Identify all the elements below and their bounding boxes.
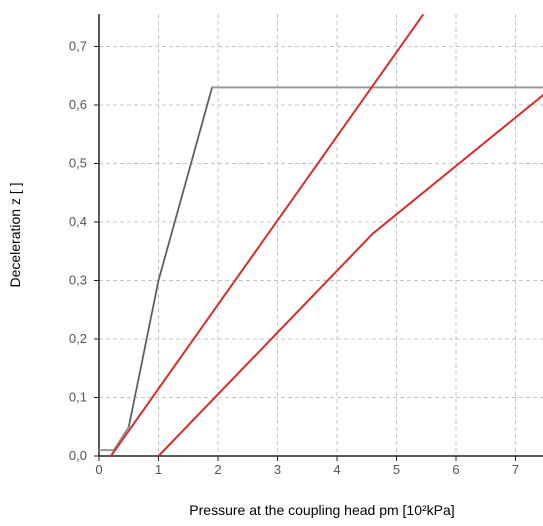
y-tick-label: 0,2 [69,331,87,346]
y-tick-label: 0,4 [69,214,87,229]
axis-ticks: 0 1 2 3 4 5 6 7 0,0 0,1 0,2 0,3 0,4 0,5 0,6 0,7 [69,39,519,478]
series-line-3 [110,13,425,457]
y-tick-label: 0,6 [69,97,87,112]
y-tick-label: 0,7 [69,39,87,54]
x-tick-label: 2 [214,462,221,477]
axes [98,14,543,457]
x-axis-label: Pressure at the coupling head pm [10²kPa… [189,502,454,518]
grid-lines [99,14,543,456]
x-tick-label: 4 [333,462,340,477]
x-tick-label: 3 [274,462,281,477]
x-tick-label: 0 [95,462,102,477]
y-axis-label: Deceleration z [ ] [7,182,23,287]
y-tick-label: 0,5 [69,156,87,171]
x-tick-label: 1 [155,462,162,477]
x-tick-label: 5 [393,462,400,477]
y-tick-label: 0,1 [69,390,87,405]
x-tick-label: 7 [512,462,519,477]
y-tick-label: 0,0 [69,448,87,463]
series-line-4 [157,93,543,457]
series-lines [99,13,543,457]
series-line-2 [128,87,213,427]
series-line-1 [99,86,543,452]
x-tick-label: 6 [452,462,459,477]
y-tick-label: 0,3 [69,273,87,288]
